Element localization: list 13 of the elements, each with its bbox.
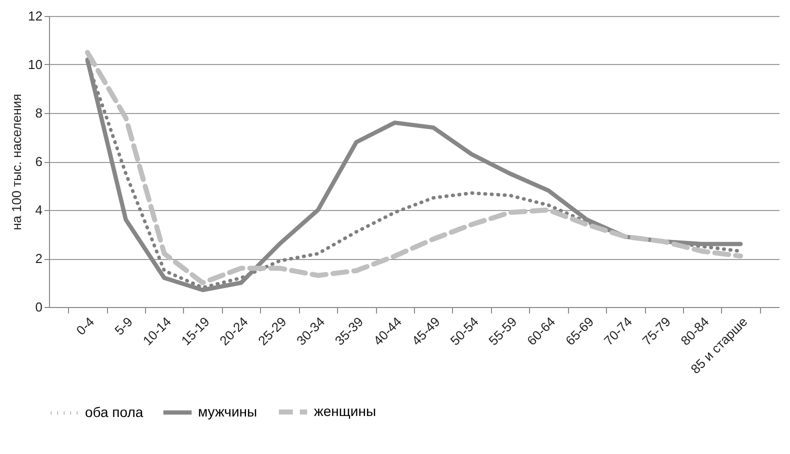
- y-tick-label: 0: [35, 300, 42, 314]
- y-tick-label: 2: [35, 251, 42, 266]
- y-axis-title: на 100 тыс. населения: [9, 94, 24, 230]
- legend-label: оба пола: [85, 404, 144, 420]
- y-tick-label: 10: [28, 57, 42, 72]
- legend-label: мужчины: [198, 404, 258, 420]
- y-tick-label: 8: [35, 106, 42, 120]
- x-tick-label: 5-9: [112, 314, 136, 338]
- y-tick-label: 12: [28, 8, 42, 24]
- x-tick-label: 0-4: [73, 314, 98, 338]
- y-tick-label: 6: [35, 154, 42, 169]
- legend-label: женщины: [314, 403, 376, 419]
- y-tick-label: 4: [35, 202, 42, 218]
